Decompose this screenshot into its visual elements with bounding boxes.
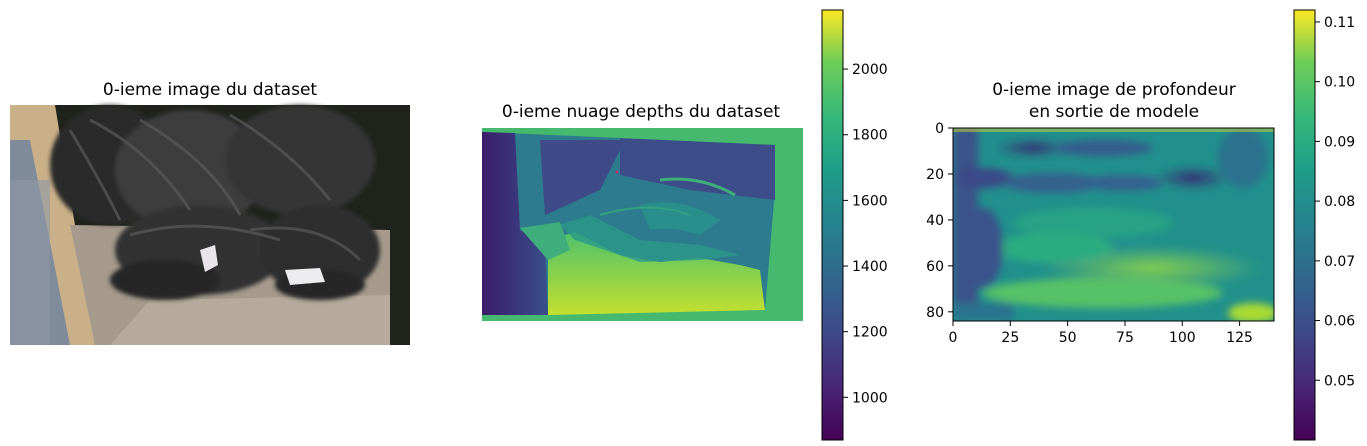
depth-colorbar-tick-label: 1000 xyxy=(852,390,888,406)
model-colorbar-tick-label: 0.05 xyxy=(1324,373,1355,389)
model-colorbar-tick-label: 0.06 xyxy=(1324,314,1355,330)
panel-rgb-image: 0-ieme image du dataset xyxy=(10,80,410,345)
depth-heatmap xyxy=(482,128,803,321)
panel-2-title: 0-ieme nuage depths du dataset xyxy=(502,102,780,122)
model-colorbar-tick-label: 0.07 xyxy=(1324,254,1355,270)
rgb-photo xyxy=(10,105,410,345)
depth-colorbar-tick-label: 1800 xyxy=(852,128,888,144)
model-x-axis: 0 25 50 75 100 125 xyxy=(949,321,1253,346)
depth-colorbar-ticks: 1000 1200 1400 1600 1800 2000 xyxy=(843,62,888,406)
model-x-tick-label: 125 xyxy=(1226,330,1253,346)
panel-3-title-line-2: en sortie de modele xyxy=(1029,102,1199,122)
model-x-tick-label: 25 xyxy=(1001,330,1019,346)
panel-model-output: 0-ieme image de profondeur en sortie de … xyxy=(926,9,1355,441)
model-y-tick-label: 0 xyxy=(935,121,944,137)
depth-colorbar: 1000 1200 1400 1600 1800 2000 xyxy=(821,9,888,441)
model-colorbar-tick-label: 0.09 xyxy=(1324,134,1355,150)
model-x-tick-label: 100 xyxy=(1169,330,1196,346)
model-x-tick-label: 50 xyxy=(1059,330,1077,346)
depth-colorbar-tick-label: 1600 xyxy=(852,193,888,209)
model-colorbar-tick-label: 0.08 xyxy=(1324,194,1355,210)
model-colorbar: 0.05 0.06 0.07 0.08 0.09 0.10 0.11 xyxy=(1293,9,1355,441)
model-colorbar-tick-label: 0.11 xyxy=(1324,15,1355,31)
model-colorbar-gradient xyxy=(1293,9,1316,441)
model-heatmap xyxy=(953,128,1274,321)
panel-depth-cloud: 0-ieme nuage depths du dataset 100012001… xyxy=(482,9,888,441)
panel-1-title: 0-ieme image du dataset xyxy=(103,80,317,100)
model-y-tick-label: 40 xyxy=(926,213,944,229)
model-y-tick-label: 80 xyxy=(926,305,944,321)
depth-colorbar-tick-label: 1200 xyxy=(852,325,888,341)
depth-colorbar-tick-label: 2000 xyxy=(852,62,888,78)
model-y-tick-label: 60 xyxy=(926,259,944,275)
model-x-tick-label: 0 xyxy=(949,330,958,346)
model-x-tick-label: 75 xyxy=(1116,330,1134,346)
model-y-axis: 0 20 40 60 80 xyxy=(926,121,953,321)
model-colorbar-tick-label: 0.10 xyxy=(1324,75,1355,91)
model-heatmap-frame xyxy=(952,127,1275,322)
model-y-tick-label: 20 xyxy=(926,167,944,183)
model-colorbar-ticks: 0.05 0.06 0.07 0.08 0.09 0.10 0.11 xyxy=(1315,15,1355,389)
depth-colorbar-gradient xyxy=(821,9,844,441)
panel-3-title-line-1: 0-ieme image de profondeur xyxy=(992,80,1236,100)
depth-colorbar-tick-label: 1400 xyxy=(852,259,888,275)
